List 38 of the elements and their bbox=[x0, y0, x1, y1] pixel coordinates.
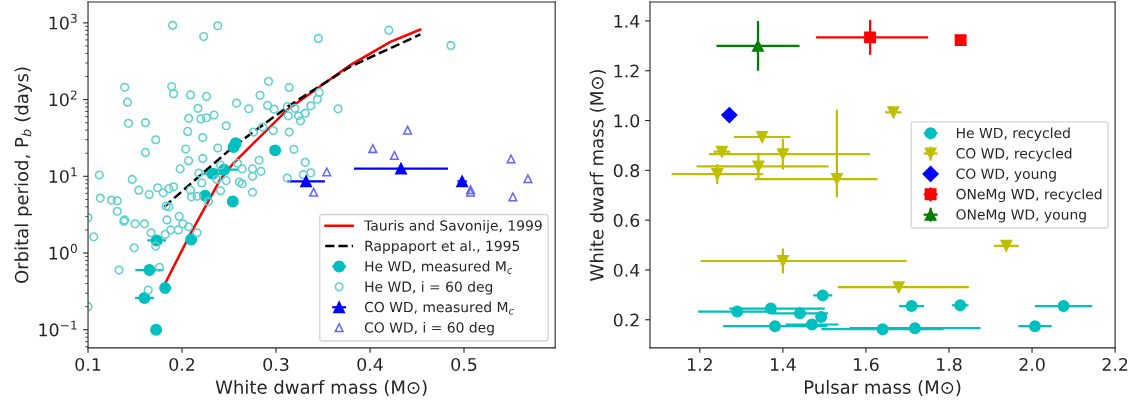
y-tick-label: 0.6 bbox=[613, 213, 640, 227]
y-tick-label: 0.8 bbox=[613, 164, 640, 178]
y-tick-label: 1.2 bbox=[614, 64, 639, 78]
y-axis-title: Orbital period, P$_{b}$ (days) bbox=[14, 67, 32, 283]
legend-label: Tauris and Savonije, 1999 bbox=[364, 220, 542, 234]
x-tick-label: 0.1 bbox=[75, 357, 101, 372]
y-axis-title: White dwarf mass (M⊙) bbox=[589, 69, 606, 281]
legend-label: He WD, i = 60 deg bbox=[365, 281, 493, 295]
x-tick-label: 0.4 bbox=[357, 357, 383, 372]
x-tick-label: 1.2 bbox=[687, 357, 712, 371]
legend-label: CO WD, measured M$_{c}$ bbox=[364, 301, 514, 315]
y-tick-label: 10$^{1}$ bbox=[49, 167, 77, 184]
y-tick-label: 0.2 bbox=[613, 313, 639, 327]
legend-label: Rappaport et al., 1995 bbox=[365, 240, 520, 254]
y-tick-label: 0.4 bbox=[613, 263, 640, 277]
legend-label: CO WD, i = 60 deg bbox=[364, 321, 494, 336]
x-tick-label: 2.2 bbox=[1102, 357, 1128, 371]
y-tick-label: 10$^{3}$ bbox=[49, 13, 77, 30]
legend-label: He WD, measured M$_{c}$ bbox=[365, 260, 513, 274]
legend-label: CO WD, recycled bbox=[956, 147, 1072, 162]
y-tick-label: 10$^{−1}$ bbox=[39, 320, 77, 337]
y-tick-label: 10$^{0}$ bbox=[49, 243, 77, 260]
x-tick-label: 0.3 bbox=[263, 357, 289, 372]
legend-label: He WD, recycled bbox=[956, 127, 1070, 141]
x-tick-label: 0.5 bbox=[451, 357, 477, 372]
x-tick-label: 0.2 bbox=[169, 357, 195, 372]
x-tick-label: 1.4 bbox=[770, 358, 796, 371]
legend-label: ONeMg WD, young bbox=[956, 209, 1086, 223]
y-tick-label: 1.0 bbox=[614, 114, 640, 128]
x-tick-label: 1.6 bbox=[854, 357, 879, 372]
y-tick-label: 1.4 bbox=[614, 14, 640, 28]
x-axis-title: White dwarf mass (M⊙) bbox=[215, 379, 427, 397]
x-axis-title: Pulsar mass (M⊙) bbox=[804, 379, 961, 397]
legend-label: ONeMg WD, recycled bbox=[956, 188, 1102, 203]
x-tick-label: 2.0 bbox=[1019, 357, 1045, 372]
legend-label: CO WD, young bbox=[956, 168, 1056, 182]
x-tick-label: 1.8 bbox=[937, 357, 962, 372]
y-tick-label: 10$^{2}$ bbox=[49, 90, 77, 107]
